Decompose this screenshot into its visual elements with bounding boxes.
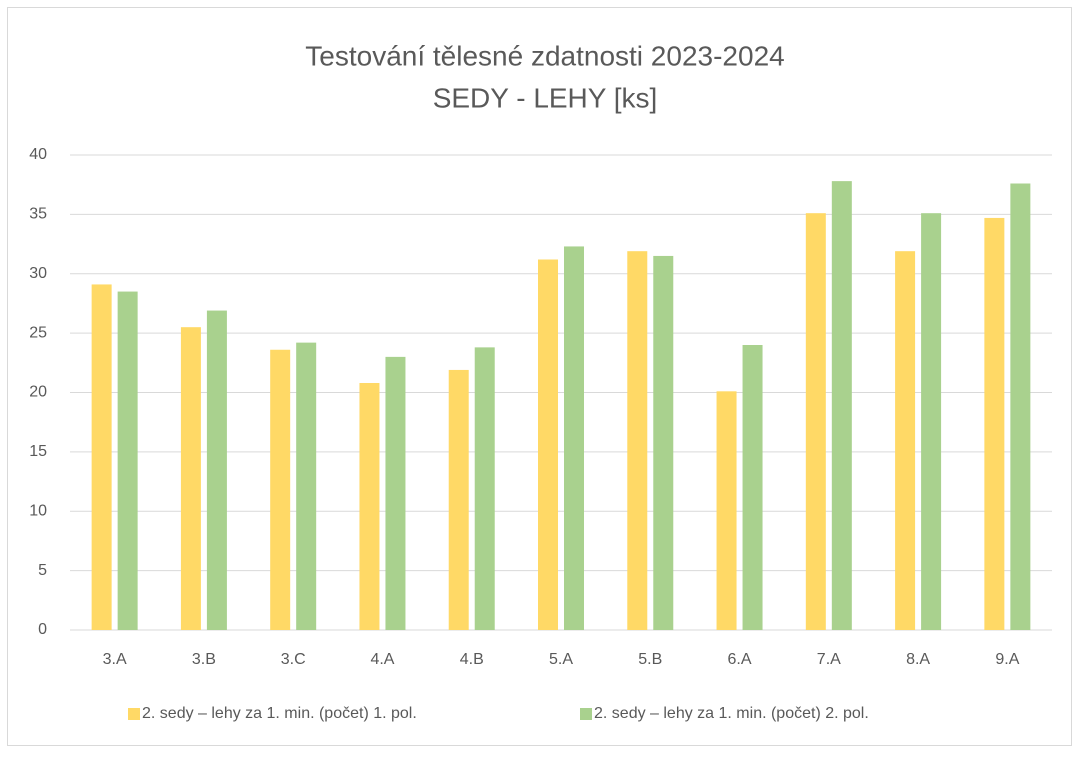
bar bbox=[895, 251, 916, 630]
bar bbox=[538, 259, 558, 630]
bar bbox=[984, 217, 1005, 630]
bar bbox=[180, 327, 201, 630]
bar bbox=[474, 347, 495, 630]
y-tick-label: 5 bbox=[38, 562, 47, 579]
x-tick-label: 4.B bbox=[460, 651, 484, 668]
x-tick-label: 6.A bbox=[728, 651, 752, 668]
x-tick-label: 3.C bbox=[281, 651, 306, 668]
y-tick-label: 35 bbox=[29, 206, 47, 223]
bar bbox=[627, 251, 648, 630]
y-tick-label: 20 bbox=[29, 384, 47, 401]
bar bbox=[206, 310, 227, 630]
bar bbox=[359, 383, 380, 630]
bar bbox=[91, 284, 112, 630]
x-tick-label: 4.A bbox=[370, 651, 394, 668]
y-tick-label: 10 bbox=[29, 502, 47, 519]
bar bbox=[921, 213, 942, 630]
bar bbox=[805, 213, 826, 630]
legend-label: 2. sedy – lehy za 1. min. (počet) 2. pol… bbox=[594, 705, 869, 722]
x-tick-label: 7.A bbox=[817, 651, 841, 668]
chart-subtitle: SEDY - LEHY [ks] bbox=[433, 82, 658, 113]
x-tick-label: 8.A bbox=[906, 651, 930, 668]
x-tick-label: 3.B bbox=[192, 651, 216, 668]
x-tick-label: 3.A bbox=[103, 651, 127, 668]
bar bbox=[385, 356, 406, 630]
bar bbox=[831, 181, 852, 630]
bar bbox=[296, 342, 317, 630]
legend-swatch bbox=[580, 708, 592, 720]
y-tick-label: 0 bbox=[38, 621, 47, 638]
bar bbox=[1010, 183, 1031, 630]
y-tick-label: 15 bbox=[29, 443, 47, 460]
y-tick-label: 40 bbox=[29, 146, 47, 163]
bar bbox=[270, 349, 291, 630]
legend-label: 2. sedy – lehy za 1. min. (počet) 1. pol… bbox=[142, 705, 417, 722]
x-tick-label: 5.B bbox=[638, 651, 662, 668]
x-tick-label: 5.A bbox=[549, 651, 573, 668]
bar bbox=[448, 369, 469, 630]
y-tick-label: 30 bbox=[29, 265, 47, 282]
chart-title: Testování tělesné zdatnosti 2023-2024 bbox=[305, 40, 784, 71]
bar bbox=[716, 391, 737, 630]
y-tick-label: 25 bbox=[29, 324, 47, 341]
bar bbox=[653, 255, 674, 630]
bar bbox=[117, 291, 138, 630]
x-tick-label: 9.A bbox=[995, 651, 1019, 668]
bar bbox=[742, 345, 763, 630]
legend-swatch bbox=[128, 708, 140, 720]
bar bbox=[564, 246, 584, 630]
